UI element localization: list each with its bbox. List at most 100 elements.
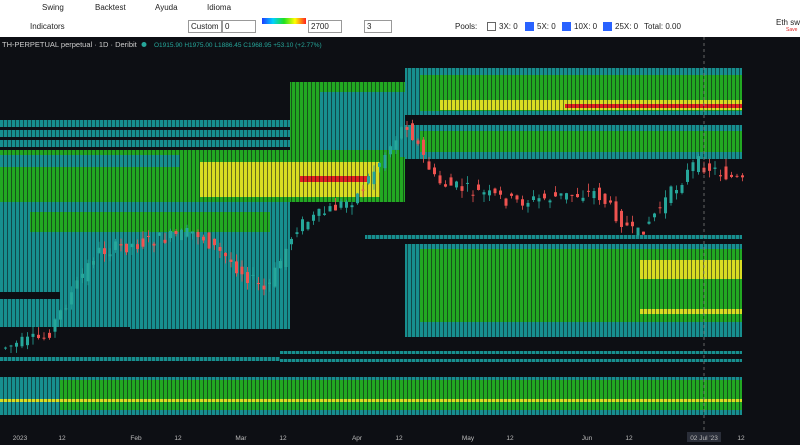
- band-stripes: [130, 322, 290, 329]
- pool-check[interactable]: 25X: 0: [603, 22, 639, 32]
- candle-body: [119, 244, 123, 246]
- candle-body: [680, 185, 684, 193]
- candle-body: [75, 280, 79, 289]
- candle-body: [279, 260, 282, 269]
- candle-body: [196, 232, 200, 238]
- checkbox[interactable]: [525, 22, 534, 32]
- candle-body: [647, 221, 651, 224]
- candle-body: [389, 146, 392, 155]
- candle-body: [592, 191, 596, 199]
- candle-body: [64, 308, 68, 310]
- candle-body: [614, 201, 618, 222]
- band-stripes: [365, 235, 742, 239]
- band-stripes: [60, 380, 742, 410]
- candle-body: [708, 163, 711, 171]
- candle-body: [565, 193, 568, 200]
- chart: TH-PERPETUAL perpetual · 1D · Deribit O1…: [0, 37, 800, 445]
- candle-body: [202, 236, 205, 241]
- candle-body: [97, 247, 101, 253]
- candle-body: [20, 336, 24, 347]
- candle-body: [433, 167, 436, 175]
- candle-body: [185, 228, 189, 237]
- candle-body: [290, 238, 293, 245]
- candle-body: [559, 193, 563, 196]
- candle-body: [15, 342, 18, 347]
- candle-body: [653, 213, 656, 218]
- menu-item[interactable]: Swing: [42, 3, 64, 12]
- menu-item[interactable]: Ayuda: [155, 3, 178, 12]
- candle-body: [675, 189, 678, 194]
- band-stripes: [640, 260, 742, 279]
- pool-check[interactable]: 3X: 0: [487, 22, 518, 32]
- candle-body: [295, 232, 299, 235]
- time-label: 12: [279, 435, 287, 442]
- save-button[interactable]: Save: [786, 27, 798, 33]
- candle-body: [268, 282, 271, 285]
- candle-body: [334, 204, 337, 211]
- menu-item[interactable]: Idioma: [207, 3, 232, 12]
- checkbox[interactable]: [603, 22, 612, 32]
- offset-input[interactable]: 0: [222, 20, 256, 33]
- candle-body: [328, 206, 332, 212]
- candle-body: [642, 231, 645, 235]
- candle-body: [59, 310, 62, 320]
- candle-body: [125, 243, 128, 253]
- candle-body: [697, 156, 700, 173]
- candle-body: [686, 169, 689, 182]
- candle-body: [273, 267, 277, 287]
- total-label: Total: 0.00: [644, 22, 681, 31]
- color-slider[interactable]: [262, 18, 306, 24]
- candle-body: [367, 176, 370, 184]
- candles: [4, 119, 744, 353]
- pool-check[interactable]: 10X: 0: [562, 22, 598, 32]
- candle-body: [581, 197, 585, 201]
- levels-input[interactable]: 3: [364, 20, 392, 33]
- candle-body: [136, 244, 139, 249]
- candle-body: [235, 261, 238, 274]
- indicators-button[interactable]: Indicators: [30, 22, 65, 31]
- candle-body: [323, 213, 326, 215]
- candle-body: [130, 243, 134, 248]
- candle-body: [515, 195, 519, 200]
- candle-body: [548, 200, 552, 203]
- candle-body: [301, 219, 304, 232]
- time-label: 12: [58, 435, 66, 442]
- candle-body: [422, 139, 425, 155]
- candle-body: [9, 345, 13, 347]
- pool-label: 10X: 0: [574, 22, 598, 31]
- candle-body: [70, 292, 73, 305]
- candle-body: [339, 201, 343, 208]
- checkbox[interactable]: [562, 22, 571, 32]
- time-label: Feb: [130, 435, 142, 442]
- candle-body: [147, 235, 150, 237]
- time-label: 12: [625, 435, 633, 442]
- candle-body: [499, 190, 502, 195]
- pool-label: 5X: 0: [537, 22, 556, 31]
- candle-body: [532, 196, 535, 201]
- candle-body: [383, 155, 387, 169]
- candle-body: [416, 140, 420, 144]
- candle-body: [636, 227, 640, 236]
- time-label: 12: [395, 435, 403, 442]
- candle-body: [400, 127, 403, 139]
- candle-body: [576, 194, 579, 198]
- menu-item[interactable]: Backtest: [95, 3, 126, 12]
- checkbox[interactable]: [487, 22, 496, 32]
- candle-body: [229, 259, 233, 262]
- candle-body: [378, 162, 381, 167]
- band-stripes: [0, 140, 300, 147]
- band-stripes: [0, 357, 280, 361]
- candle-body: [108, 254, 112, 257]
- pool-label: 25X: 0: [615, 22, 639, 31]
- candle-body: [570, 194, 574, 196]
- candle-body: [554, 192, 557, 197]
- preset-select[interactable]: Custom: [188, 20, 222, 33]
- time-label: 2023: [13, 435, 28, 442]
- candle-body: [449, 177, 453, 186]
- pool-check[interactable]: 5X: 0: [525, 22, 556, 32]
- candle-body: [257, 282, 260, 285]
- max-input[interactable]: 2700: [308, 20, 342, 33]
- candle-body: [251, 274, 255, 276]
- candle-body: [455, 181, 458, 188]
- candle-body: [719, 175, 722, 177]
